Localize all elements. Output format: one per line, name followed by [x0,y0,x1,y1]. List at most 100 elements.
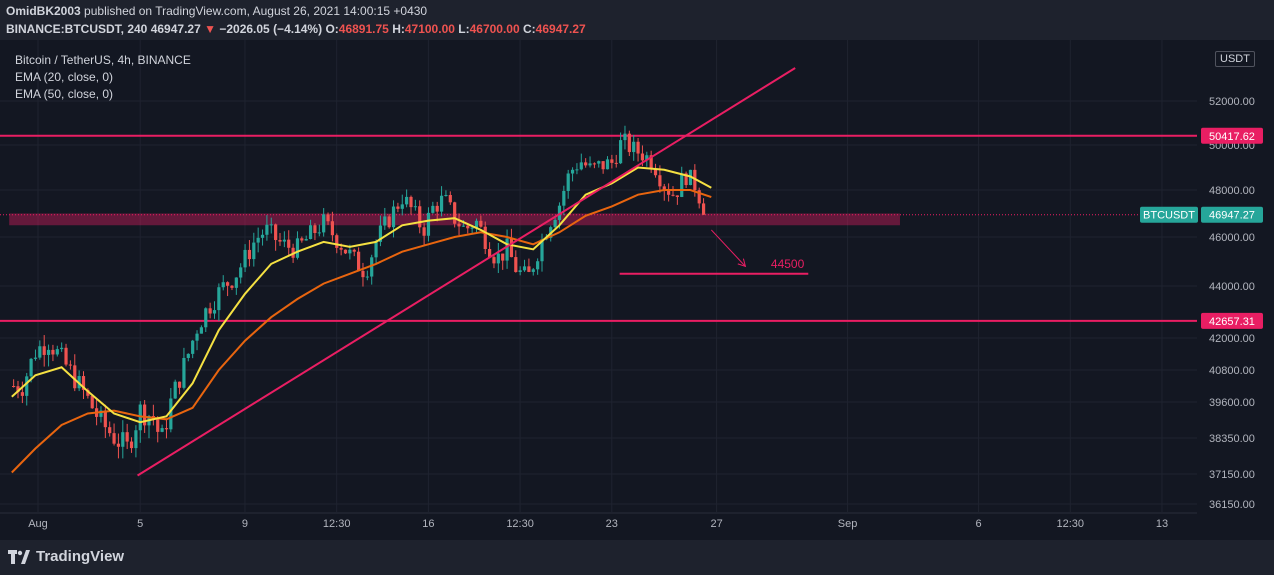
time-tick-label: 6 [976,518,982,530]
candle-body [156,417,160,432]
candle-body [265,224,269,235]
candle-body [129,441,134,449]
candle-body [125,432,129,442]
price-chart[interactable]: 4450052000.0050000.0048000.0046000.00440… [0,40,1274,540]
candle-body [575,169,579,171]
candle-body [64,347,68,365]
price-tick-label: 46000.00 [1209,232,1255,244]
published-text: published on TradingView.com, August 26,… [84,4,428,18]
candle-body [488,249,492,258]
candle-body [68,364,73,366]
close-value: 46947.27 [535,22,586,36]
candle-body [55,349,59,355]
tradingview-brand: TradingView [36,548,125,565]
chart-header: OmidBK2003 published on TradingView.com,… [0,0,1274,40]
candle-body [597,161,601,164]
price-tick-label: 36150.00 [1209,499,1255,511]
down-triangle-icon: ▼ [204,22,216,36]
chart-area[interactable]: 44500 52000.00 50000.00 48000.00 46000.00 440… [0,40,1274,540]
candle-body [514,257,518,273]
arrow-head-icon [737,258,747,268]
candle-body [335,235,339,248]
close-label: C: [523,22,536,36]
candle-body [435,205,439,212]
candle-body [557,205,562,220]
price-tick-label: 39600.00 [1209,397,1255,409]
ascending-trendline [137,67,796,477]
tradingview-logo[interactable]: TradingView [8,548,124,565]
open-label: O: [325,22,339,36]
time-tick-label: 12:30 [506,518,534,530]
candle-body [278,240,282,242]
price-tick-label: 38350.00 [1209,433,1255,445]
candle-body [204,308,208,328]
candle-body [20,392,24,396]
candle-body [396,206,400,209]
candle-body [584,162,588,166]
symbol-badge-label: BTCUSDT [1143,210,1195,222]
candle-body [439,195,444,212]
candle-body [42,346,46,355]
candle-body [121,432,125,447]
high-label: H: [392,22,405,36]
candle-body [684,173,688,186]
legend-ema50[interactable]: EMA (50, close, 0) [15,87,114,101]
candle-body [601,161,605,170]
candle-body [605,159,610,170]
candle-body [38,346,42,358]
candle-body [112,433,116,444]
time-tick-label: 9 [242,518,248,530]
candle-body [330,221,335,236]
candle-body [103,410,107,428]
candle-body [422,227,426,236]
low-value: 46700.00 [469,22,520,36]
candle-body [383,216,387,226]
price-tick-label: 42000.00 [1209,333,1255,345]
candle-body [295,238,300,258]
candle-body [457,223,461,227]
candle-body [29,358,33,377]
currency-button[interactable]: USDT [1215,51,1255,67]
candle-body [518,270,522,273]
candle-body [610,159,614,163]
candle-body [592,163,597,165]
candle-body [667,190,671,195]
candle-body [217,287,221,311]
candle-body [143,404,147,426]
candle-body [444,194,448,196]
candle-body [675,195,679,197]
legend-title[interactable]: Bitcoin / TetherUS, 4h, BINANCE [15,53,191,67]
time-tick-label: 12:30 [323,518,351,530]
candle-body [287,239,291,248]
time-tick-label: 23 [606,518,618,530]
price-tick-label: 37150.00 [1209,469,1255,481]
candle-body [86,389,90,396]
candle-body [509,238,514,258]
candle-body [90,395,94,409]
candle-body [326,214,330,222]
time-tick-label: 27 [710,518,722,530]
time-tick-label: Aug [28,518,48,530]
symbol-badge [1140,206,1198,223]
candle-body [409,196,413,208]
candle-body [588,163,592,166]
candle-body [304,239,308,241]
author-name[interactable]: OmidBK2003 [6,4,81,18]
candle-body [640,153,645,161]
level-price-badge [1201,127,1263,144]
candle-body [221,282,225,288]
level-price-badge [1201,312,1263,329]
legend-ema20[interactable]: EMA (20, close, 0) [15,70,114,84]
candle-body [448,194,452,203]
candle-body [81,376,86,390]
candle-body [226,282,230,286]
candle-body [243,249,247,268]
candle-body [208,308,212,314]
low-label: L: [458,22,470,36]
candle-body [387,216,391,228]
candle-body [496,253,500,264]
candle-body [361,270,365,278]
candle-body [177,381,182,388]
candle-body [182,357,186,388]
price-tick-label: 40800.00 [1209,365,1255,377]
